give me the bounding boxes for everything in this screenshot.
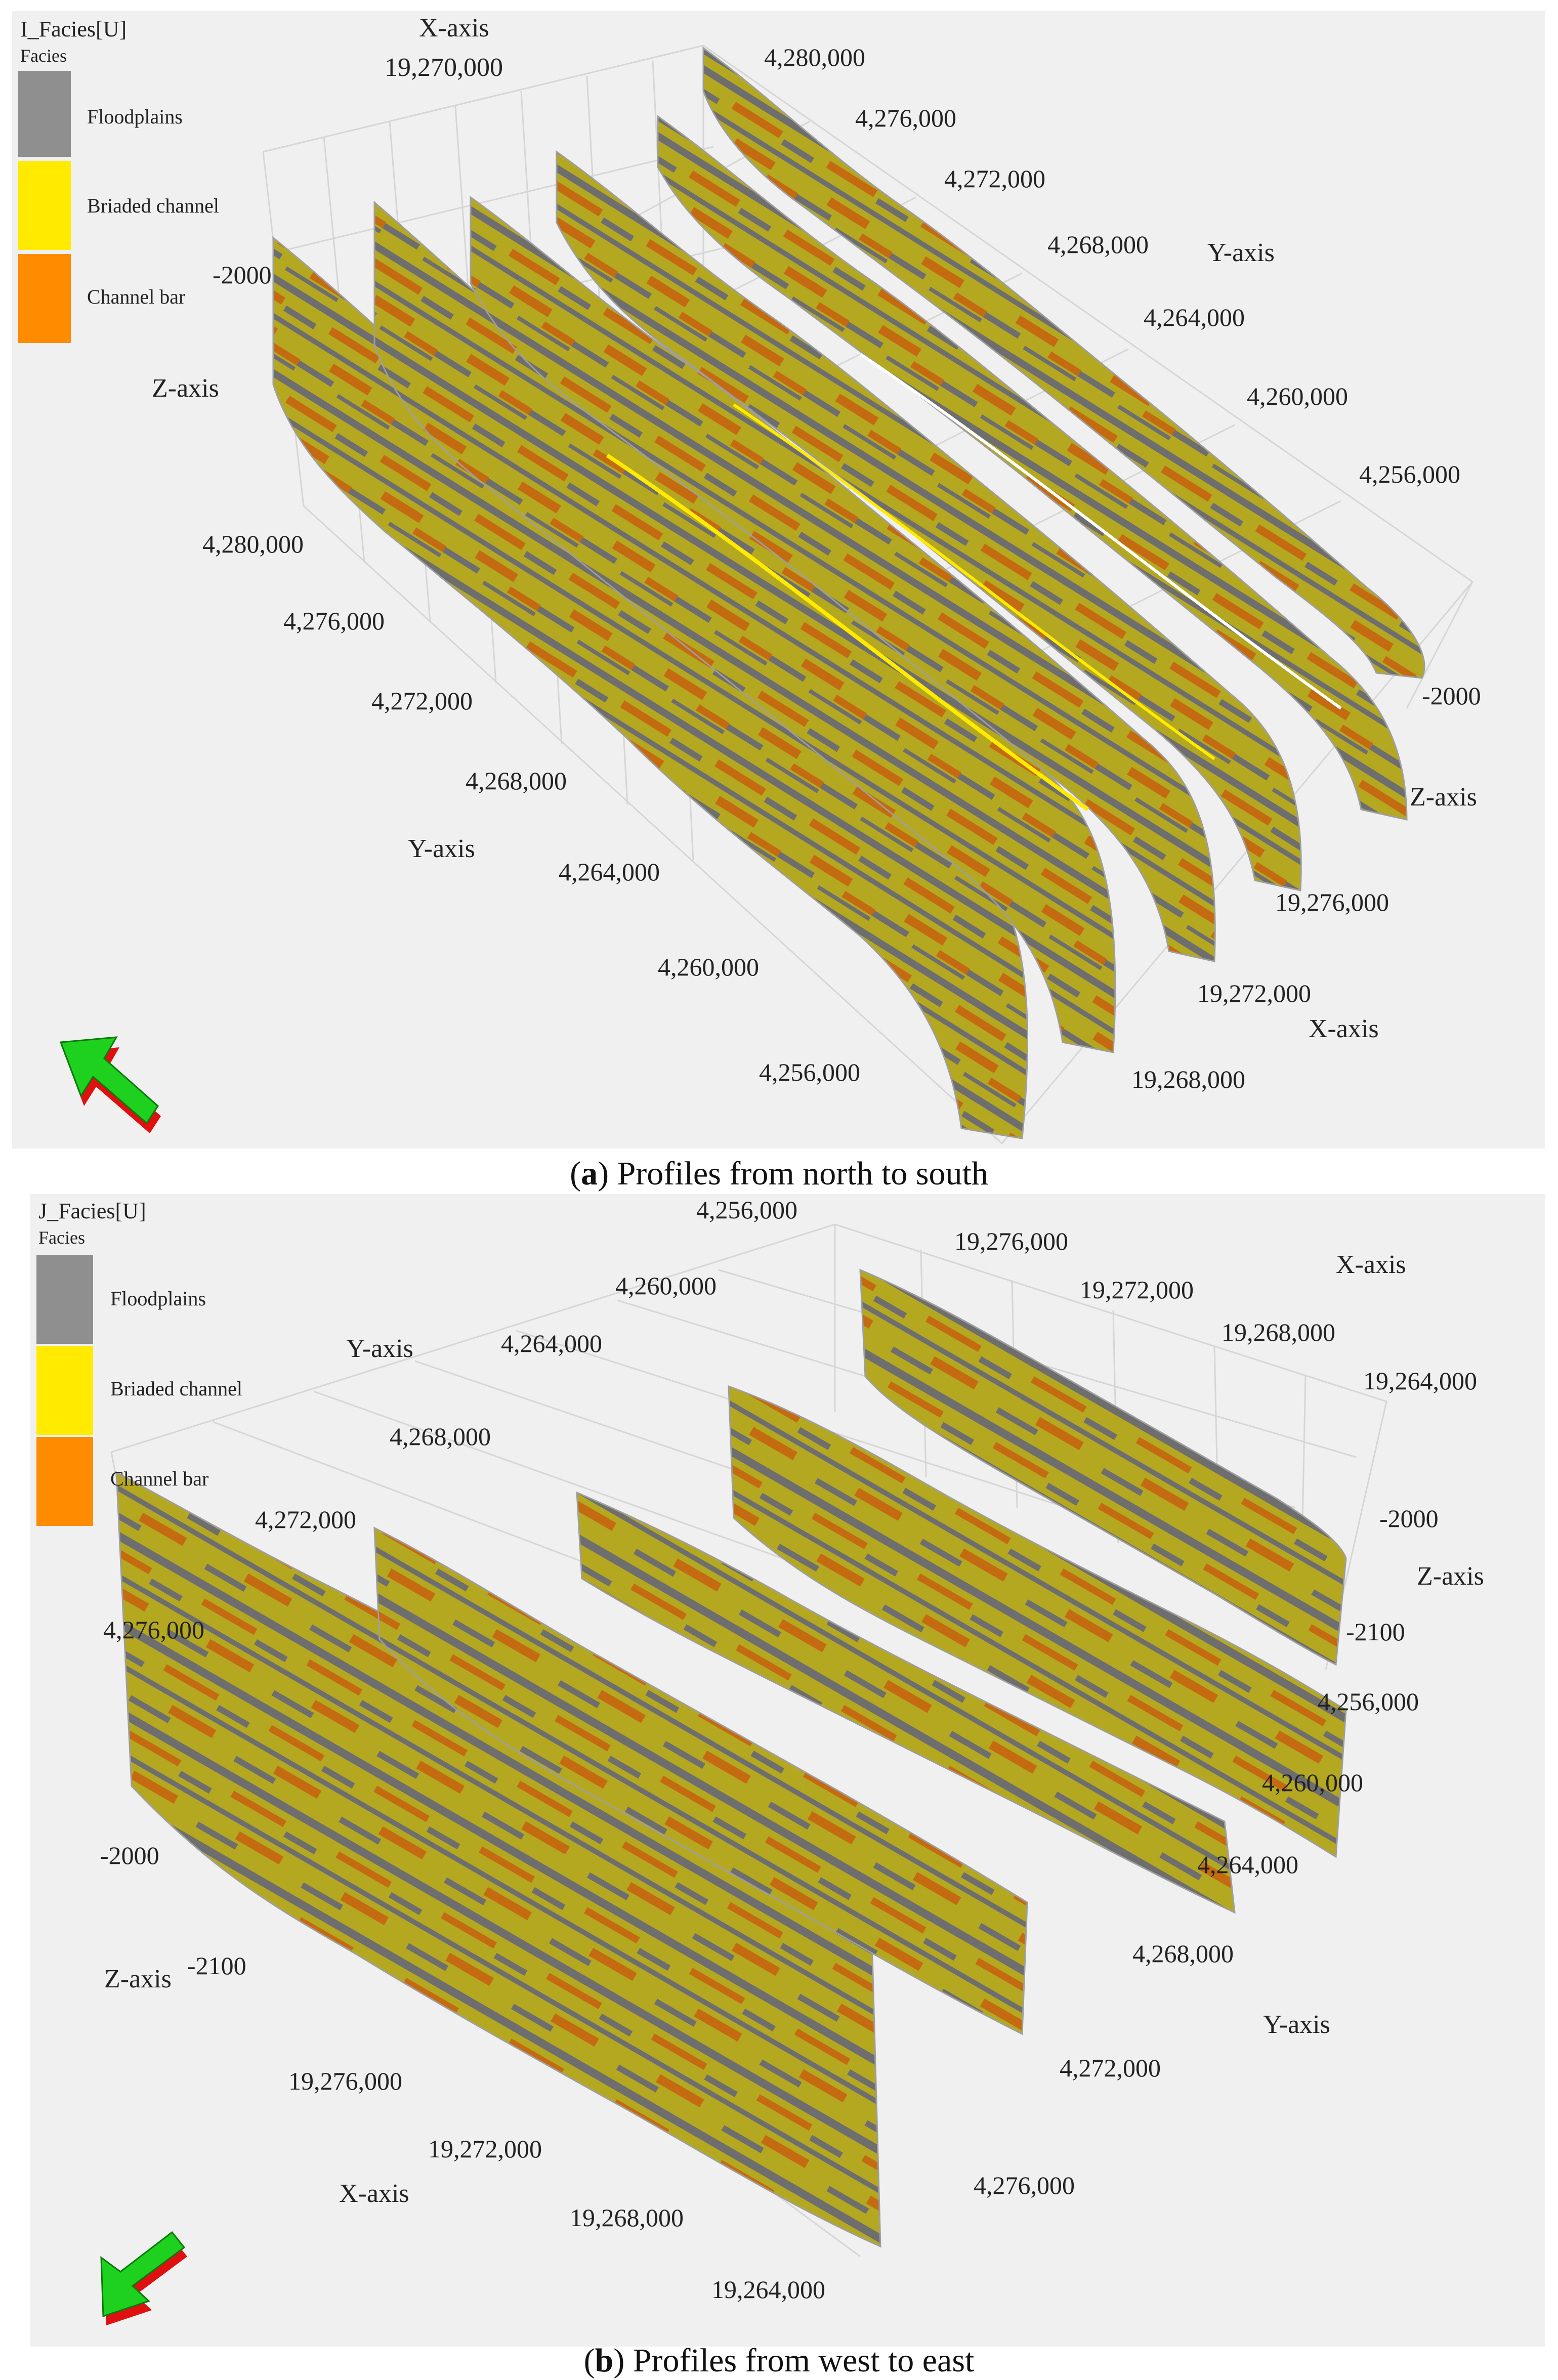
panel-b-z-tick-left-1: -2100	[187, 1951, 246, 1980]
panel-a-left-y-tick-5: 4,260,000	[658, 953, 759, 981]
panel-b-caption-letter: b	[595, 2342, 614, 2379]
panel-a-top-y-tick-3: 4,268,000	[1047, 230, 1149, 259]
panel-a-bottom-x-tick-2: 19,268,000	[1131, 1065, 1245, 1093]
panel-a-z-axis-label-left: Z-axis	[152, 374, 219, 403]
panel-a-caption: (a) Profiles from north to south	[570, 1155, 988, 1192]
panel-b-y-axis-label-top: Y-axis	[346, 1334, 413, 1363]
profile-b2	[373, 1526, 1028, 2035]
panel-b-top-x-tick-3: 19,264,000	[1363, 1367, 1477, 1395]
profile-b4	[728, 1385, 1347, 1858]
panel-b-bottom-x-tick-3: 19,264,000	[711, 2275, 825, 2304]
panel-b-bottom-x-tick-2: 19,268,000	[570, 2203, 684, 2232]
panel-b-right-y-tick-1: 4,260,000	[1262, 1768, 1363, 1797]
panel-a-x-axis-label-top: X-axis	[419, 14, 489, 42]
legend-label-floodplains: Floodplains	[87, 105, 183, 128]
panel-b-z-tick-right-1: -2100	[1346, 1618, 1405, 1646]
panel-a-x-axis-label-bottom: X-axis	[1309, 1014, 1379, 1043]
legend-b-label-channel-bar: Channel bar	[110, 1467, 208, 1490]
panel-a-top-y-tick-5: 4,260,000	[1247, 382, 1348, 410]
panel-a-left-y-tick-6: 4,256,000	[759, 1058, 860, 1086]
panel-b-right-y-tick-0: 4,256,000	[1318, 1687, 1419, 1716]
panel-a-z-tick-left: -2000	[213, 261, 272, 289]
panel-a-bottom-x-tick-1: 19,272,000	[1197, 979, 1311, 1007]
panel-b-z-tick-right-0: -2000	[1379, 1504, 1439, 1533]
panel-b-top-y-tick-1: 4,260,000	[615, 1271, 717, 1300]
panel-b-scene: J_Facies[U] Facies Floodplains Briaded c…	[30, 1194, 1545, 2347]
panel-b-top-y-tick-3: 4,268,000	[390, 1422, 491, 1451]
panel-b-top-x-tick-2: 19,268,000	[1222, 1318, 1335, 1346]
legend-label-channel-bar: Channel bar	[87, 285, 185, 308]
panel-a-orientation-arrow-icon	[59, 1036, 161, 1133]
panel-a-z-tick-right: -2000	[1422, 682, 1481, 710]
panel-b-bottom-x-tick-1: 19,272,000	[428, 2135, 542, 2163]
panel-b-z-axis-label-left: Z-axis	[104, 1965, 172, 1993]
profile-a4	[556, 150, 1302, 891]
panel-a-top-y-tick-4: 4,264,000	[1144, 303, 1245, 331]
panel-a-profiles	[272, 47, 1425, 1139]
legend-b-label-braided-channel: Briaded channel	[110, 1377, 242, 1400]
legend-swatch-floodplains	[18, 71, 71, 157]
profile-b1	[115, 1471, 881, 2248]
panel-a-title: I_Facies[U]	[20, 17, 127, 41]
panel-a-caption-text: Profiles from north to south	[617, 1155, 988, 1192]
legend-b-swatch-braided-channel	[36, 1346, 93, 1435]
panel-b-top-x-tick-1: 19,272,000	[1080, 1276, 1194, 1304]
panel-a-caption-letter: a	[581, 1155, 598, 1192]
panel-b-z-tick-left-0: -2000	[100, 1841, 159, 1869]
panel-b-right-y-tick-3: 4,268,000	[1132, 1939, 1234, 1968]
panel-a-top-y-tick-2: 4,272,000	[944, 164, 1045, 193]
panel-b-z-axis-label-right: Z-axis	[1417, 1562, 1484, 1591]
panel-b-top-x-tick-0: 19,276,000	[954, 1227, 1068, 1255]
panel-b-right-y-tick-5: 4,276,000	[974, 2171, 1075, 2199]
panel-b-title: J_Facies[U]	[38, 1199, 146, 1223]
panel-a-left-y-tick-4: 4,264,000	[559, 858, 660, 886]
panel-b-top-y-tick-2: 4,264,000	[501, 1329, 602, 1357]
panel-b-x-axis-label-top: X-axis	[1336, 1250, 1406, 1279]
profile-b3	[576, 1491, 1236, 1914]
legend-b-label-floodplains: Floodplains	[110, 1287, 206, 1310]
panel-a-bottom-x-tick-0: 19,276,000	[1275, 888, 1389, 916]
panel-a-top-y-tick-0: 4,280,000	[764, 43, 865, 71]
panel-b-legend-heading: Facies	[38, 1227, 85, 1248]
panel-a-y-axis-label-top: Y-axis	[1207, 238, 1275, 267]
legend-b-swatch-channel-bar	[36, 1437, 93, 1526]
panel-b-y-axis-label-right: Y-axis	[1263, 2010, 1330, 2039]
panel-b-orientation-arrow-icon	[100, 2231, 187, 2325]
panel-b-profiles	[115, 1268, 1347, 2248]
profile-b5	[859, 1268, 1347, 1666]
panel-a-legend-heading: Facies	[20, 46, 67, 66]
panel-a-left-y-tick-2: 4,272,000	[371, 687, 473, 715]
profile-a6	[702, 47, 1425, 679]
panel-b-caption-text: Profiles from west to east	[633, 2342, 975, 2379]
legend-b-swatch-floodplains	[36, 1255, 93, 1344]
profile-a3	[470, 196, 1216, 962]
panel-b-right-y-tick-2: 4,264,000	[1197, 1850, 1298, 1879]
panel-a-left-y-tick-0: 4,280,000	[202, 530, 304, 558]
panel-a-top-x-tick: 19,270,000	[385, 53, 503, 82]
panel-b-top-y-tick-4: 4,272,000	[255, 1505, 356, 1534]
panel-a-y-axis-label-left: Y-axis	[408, 834, 475, 863]
panel-a-scene: I_Facies[U] Facies Floodplains Briaded c…	[12, 11, 1545, 1149]
legend-swatch-channel-bar	[18, 254, 71, 343]
panel-a-top-y-tick-6: 4,256,000	[1359, 460, 1460, 488]
panel-a-z-axis-label-right: Z-axis	[1410, 783, 1477, 812]
panel-a-top-y-tick-1: 4,276,000	[855, 104, 956, 132]
panel-b-top-y-tick-0: 4,256,000	[696, 1196, 797, 1224]
legend-swatch-braided-channel	[18, 161, 71, 250]
panel-a-left-y-tick-3: 4,268,000	[466, 767, 567, 795]
panel-b-x-axis-label-bottom: X-axis	[339, 2179, 409, 2208]
panel-b-caption: (b) Profiles from west to east	[583, 2342, 975, 2379]
legend-label-braided-channel: Briaded channel	[87, 194, 219, 217]
panel-b-right-y-tick-4: 4,272,000	[1060, 2054, 1161, 2082]
panel-b-top-y-tick-5: 4,276,000	[103, 1616, 204, 1644]
panel-a-left-y-tick-1: 4,276,000	[283, 607, 385, 635]
panel-b-bottom-x-tick-0: 19,276,000	[288, 2067, 402, 2095]
